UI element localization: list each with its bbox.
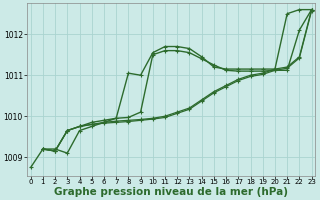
X-axis label: Graphe pression niveau de la mer (hPa): Graphe pression niveau de la mer (hPa) — [54, 187, 288, 197]
